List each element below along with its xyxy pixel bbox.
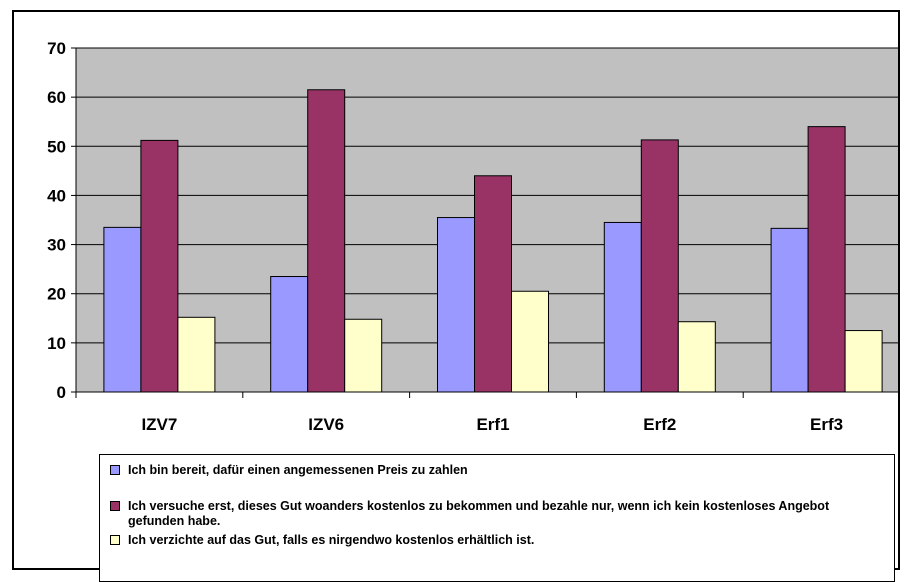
legend-label-series-1: Ich bin bereit, dafür einen angemessenen… xyxy=(128,463,468,477)
x-axis: IZV7 IZV6 Erf1 Erf2 Erf3 xyxy=(75,391,898,434)
legend-swatch-series-3 xyxy=(110,535,120,545)
legend-swatch-series-2 xyxy=(110,501,120,511)
bar-Erf2-series-3 xyxy=(677,321,716,393)
bar-Erf1-series-3 xyxy=(511,290,549,393)
bar-Erf1-series-2 xyxy=(474,175,512,393)
legend-label-series-3: Ich verzichte auf das Gut, falls es nirg… xyxy=(128,533,535,547)
x-tick-label: IZV6 xyxy=(308,415,344,434)
bar-Erf3-series-2 xyxy=(807,126,846,393)
y-tick-label: 40 xyxy=(47,186,66,205)
legend-item-series-2: Ich versuche erst, dieses Gut woanders k… xyxy=(110,499,848,529)
y-tick-label: 30 xyxy=(47,236,66,255)
y-tick-label: 70 xyxy=(47,39,66,58)
y-tick-label: 50 xyxy=(47,137,66,156)
legend-label-series-2: Ich versuche erst, dieses Gut woanders k… xyxy=(128,499,830,528)
x-tick-label: Erf1 xyxy=(476,415,509,434)
bar-IZV7-series-1 xyxy=(103,226,142,393)
bar-Erf3-series-3 xyxy=(844,330,883,393)
legend: Ich bin bereit, dafür einen angemessenen… xyxy=(99,454,895,582)
bar-IZV6-series-2 xyxy=(307,89,346,393)
bar-Erf1-series-1 xyxy=(437,217,475,393)
bar-chart: 0 10 20 30 40 50 60 70 IZV7 IZV6 Erf1 Erf2 Erf3 xyxy=(47,39,898,434)
x-tick-label: IZV7 xyxy=(141,415,177,434)
chart-frame: 0 10 20 30 40 50 60 70 IZV7 IZV6 Erf1 Erf2 Erf3 Ich… xyxy=(12,10,900,582)
bars xyxy=(103,89,883,393)
x-tick-label: Erf3 xyxy=(810,415,843,434)
legend-item-series-1: Ich bin bereit, dafür einen angemessenen… xyxy=(110,463,848,478)
y-tick-label: 10 xyxy=(47,334,66,353)
bar-IZV7-series-3 xyxy=(177,316,216,393)
bar-IZV6-series-1 xyxy=(270,276,309,393)
y-tick-label: 60 xyxy=(47,88,66,107)
bar-IZV6-series-3 xyxy=(344,318,383,393)
x-tick-label: Erf2 xyxy=(643,415,676,434)
bar-IZV7-series-2 xyxy=(140,139,179,393)
bar-Erf2-series-1 xyxy=(603,221,642,393)
y-axis: 0 10 20 30 40 50 60 70 xyxy=(47,39,77,402)
legend-swatch-series-1 xyxy=(110,465,120,475)
bar-Erf3-series-1 xyxy=(770,227,809,393)
legend-item-series-3: Ich verzichte auf das Gut, falls es nirg… xyxy=(110,533,848,548)
bar-Erf2-series-2 xyxy=(640,139,679,393)
y-tick-label: 20 xyxy=(47,285,66,304)
y-tick-label: 0 xyxy=(57,383,66,402)
